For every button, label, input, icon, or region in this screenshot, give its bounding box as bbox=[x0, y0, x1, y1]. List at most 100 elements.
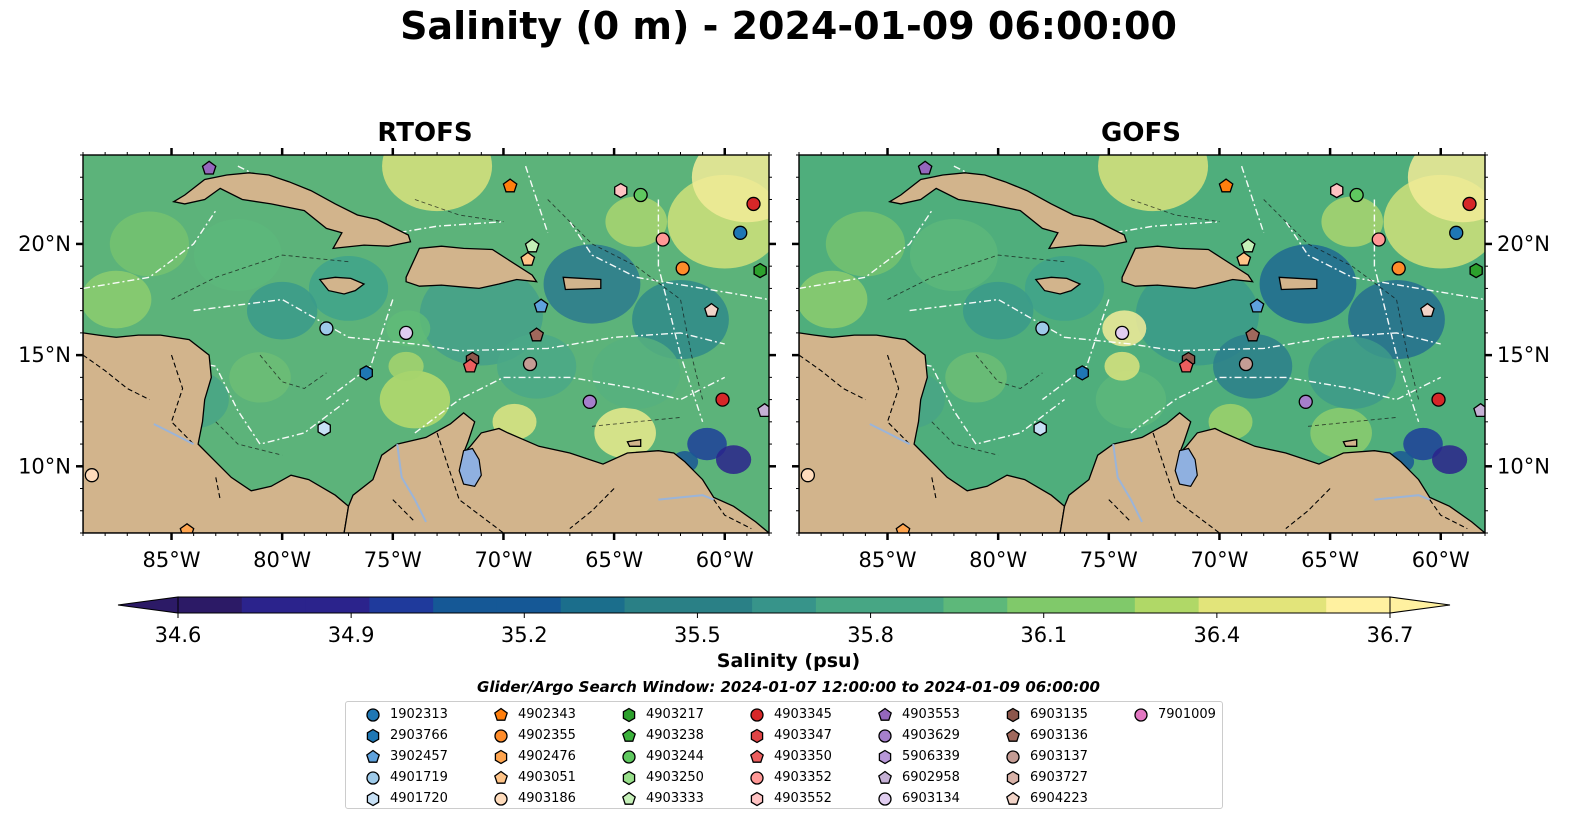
eez-boundary-line bbox=[414, 376, 726, 434]
legend-marker-icon bbox=[1006, 728, 1020, 742]
eez-boundary-line bbox=[569, 221, 769, 301]
salinity-patch bbox=[419, 264, 543, 366]
legend-marker-icon bbox=[366, 791, 380, 807]
country-border bbox=[1108, 499, 1132, 523]
float-marker bbox=[1349, 187, 1364, 203]
float-marker bbox=[179, 523, 195, 533]
float-marker bbox=[502, 178, 518, 193]
eez-boundary-line bbox=[1285, 221, 1485, 301]
float-marker bbox=[319, 321, 334, 336]
country-border bbox=[436, 432, 504, 533]
legend-label: 4903217 bbox=[646, 707, 704, 722]
land-mass bbox=[562, 276, 602, 291]
land-mass bbox=[799, 332, 1066, 533]
salinity-patch bbox=[825, 211, 905, 277]
salinity-patch bbox=[1135, 264, 1259, 366]
legend-label: 4903350 bbox=[774, 749, 832, 764]
x-tick-label: 80°W bbox=[253, 548, 311, 572]
salinity-patch bbox=[1308, 336, 1397, 409]
salinity-patch bbox=[687, 427, 727, 461]
float-marker bbox=[757, 402, 769, 418]
float-marker bbox=[1245, 327, 1261, 342]
salinity-patch bbox=[945, 352, 1007, 403]
salinity-patch bbox=[83, 270, 152, 329]
float-marker bbox=[398, 325, 414, 341]
legend-label: 4903186 bbox=[518, 791, 576, 806]
salinity-patch bbox=[229, 352, 291, 403]
legend-label: 1902313 bbox=[390, 707, 448, 722]
x-tick-label: 70°W bbox=[1190, 548, 1248, 572]
legend-marker-icon bbox=[1134, 708, 1148, 722]
legend-label: 5906339 bbox=[902, 749, 960, 764]
legend-label: 3902457 bbox=[390, 749, 448, 764]
country-border bbox=[886, 354, 910, 445]
y-tick-label: 15°N bbox=[18, 343, 71, 367]
y-tick-label: 10°N bbox=[1497, 454, 1550, 478]
bathymetry-contour bbox=[414, 199, 504, 223]
legend-marker-icon bbox=[750, 791, 764, 807]
bathymetry-contour bbox=[975, 354, 1043, 389]
y-tick-label: 20°N bbox=[1497, 232, 1550, 256]
salinity-patch bbox=[594, 407, 656, 459]
colorbar-tick-label: 34.6 bbox=[155, 623, 202, 647]
legend-marker-icon bbox=[622, 770, 636, 786]
y-tick-label: 15°N bbox=[1497, 343, 1550, 367]
legend-marker-icon bbox=[878, 729, 892, 743]
legend-label: 4902355 bbox=[518, 728, 576, 743]
bathymetry-contour bbox=[591, 416, 681, 427]
colorbar-tick-label: 34.9 bbox=[328, 623, 375, 647]
legend-label: 4903051 bbox=[518, 770, 576, 785]
colorbar-tick-label: 36.1 bbox=[1020, 623, 1067, 647]
eez-boundary-line bbox=[799, 210, 933, 290]
salinity-patch bbox=[1095, 370, 1167, 429]
x-tick-label: 65°W bbox=[585, 548, 643, 572]
float-marker bbox=[1462, 196, 1477, 212]
colorbar-segment bbox=[1071, 597, 1136, 613]
colorbar-extend-high bbox=[1389, 596, 1451, 614]
country-border bbox=[392, 499, 416, 523]
legend-marker-icon bbox=[622, 750, 636, 764]
colorbar: 34.6 34.9 35.2 35.5 35.8 36.1 36.4 36.7 bbox=[117, 596, 1451, 647]
map-frame bbox=[82, 154, 770, 534]
legend-label: 7901009 bbox=[1158, 707, 1216, 722]
salinity-patch bbox=[388, 351, 424, 381]
colorbar-segment bbox=[305, 597, 370, 613]
float-marker bbox=[359, 365, 373, 381]
eez-boundary-line bbox=[1130, 376, 1442, 434]
legend-marker-icon bbox=[878, 749, 892, 765]
legend-label: 4901720 bbox=[390, 791, 448, 806]
land-mass bbox=[171, 172, 412, 250]
float-marker bbox=[1449, 225, 1464, 240]
legend-label: 4903333 bbox=[646, 791, 704, 806]
float-marker bbox=[462, 358, 478, 373]
land-mass bbox=[887, 172, 1128, 250]
legend-label: 6903134 bbox=[902, 791, 960, 806]
float-marker bbox=[715, 392, 730, 407]
float-marker bbox=[1035, 321, 1050, 336]
eez-boundary-line bbox=[83, 210, 217, 290]
legend-marker-icon bbox=[494, 749, 508, 765]
x-tick-label: 80°W bbox=[969, 548, 1027, 572]
y-tick-label: 10°N bbox=[18, 454, 71, 478]
salinity-patch bbox=[379, 370, 451, 429]
salinity-patch bbox=[632, 279, 729, 360]
legend-marker-icon bbox=[366, 771, 380, 785]
salinity-patch bbox=[1407, 155, 1485, 223]
map-panel-rtofs: 85°W 80°W 75°W 70°W 65°W 60°W 20°N 15°N 10°N bbox=[18, 148, 776, 572]
float-marker bbox=[800, 468, 816, 483]
legend-label: 4903250 bbox=[646, 770, 704, 785]
float-marker bbox=[84, 468, 100, 483]
float-marker bbox=[746, 196, 761, 212]
land-mass bbox=[1034, 276, 1082, 295]
lake-maracaibo bbox=[1174, 447, 1198, 487]
legend-marker-icon bbox=[750, 771, 764, 785]
float-marker bbox=[614, 182, 628, 199]
float-marker bbox=[1431, 392, 1446, 407]
legend-marker-icon bbox=[878, 792, 892, 806]
legend-label: 4903352 bbox=[774, 770, 832, 785]
float-marker bbox=[633, 187, 648, 203]
colorbar-segment bbox=[369, 597, 434, 613]
eez-boundary-line bbox=[657, 199, 704, 423]
colorbar-segment bbox=[560, 597, 626, 613]
